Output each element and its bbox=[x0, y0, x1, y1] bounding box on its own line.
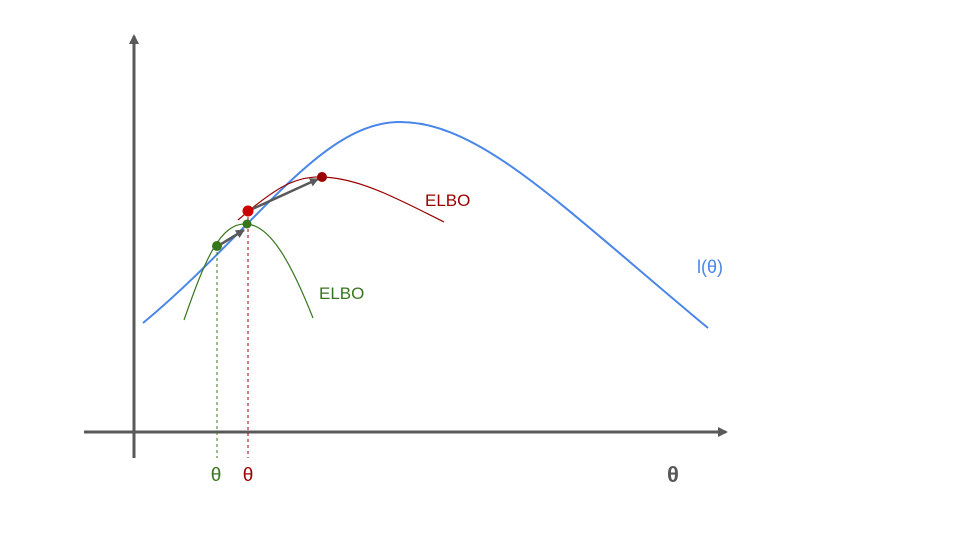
step-arrow-2 bbox=[247, 177, 319, 213]
elbo-label-green: ELBO bbox=[319, 284, 364, 303]
theta-axis-label: θ bbox=[667, 462, 679, 487]
elbo-label-red: ELBO bbox=[425, 191, 470, 210]
green-point-on-likelihood bbox=[212, 241, 222, 251]
likelihood-curve bbox=[142, 120, 709, 329]
theta-label-red: θ bbox=[243, 465, 254, 486]
step-arrow-1 bbox=[217, 228, 245, 248]
elbo-curve-red bbox=[237, 176, 445, 223]
red-point-on-likelihood bbox=[242, 205, 254, 217]
red-elbo-peak-point bbox=[317, 172, 327, 182]
theta-label-green: θ bbox=[211, 465, 222, 486]
likelihood-label: l(θ) bbox=[697, 257, 723, 277]
green-elbo-peak-point bbox=[242, 219, 252, 229]
